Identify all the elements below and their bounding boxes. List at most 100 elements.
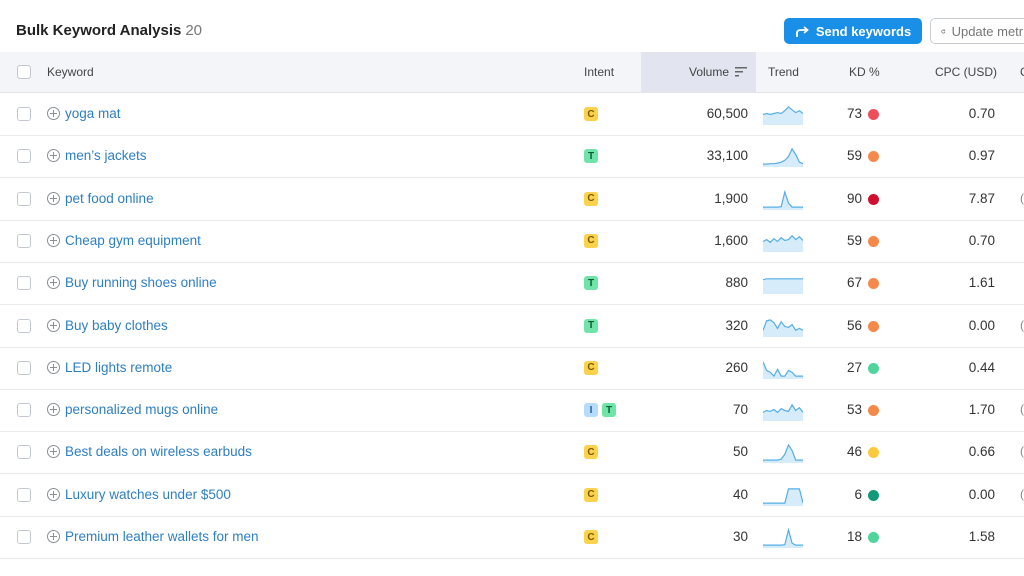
- add-plus-icon[interactable]: [47, 149, 60, 163]
- cpc-value: 0.00: [968, 486, 995, 502]
- volume-value: 50: [732, 444, 748, 460]
- select-all-checkbox[interactable]: [17, 65, 31, 79]
- intent-cell: C: [584, 107, 598, 121]
- table-row[interactable]: yoga mat C 60,500 73 0.70: [0, 93, 1024, 136]
- row-checkbox[interactable]: [17, 276, 31, 291]
- title-text: Bulk Keyword Analysis: [16, 22, 182, 39]
- keyword-link[interactable]: Luxury watches under $500: [65, 486, 231, 502]
- row-checkbox[interactable]: [17, 530, 31, 544]
- add-plus-icon[interactable]: [47, 403, 60, 417]
- kd-difficulty-dot: [868, 151, 879, 163]
- table-row[interactable]: Buy baby clothes T 320 56 0.00 (: [0, 305, 1024, 348]
- table-row[interactable]: LED lights remote C 260 27 0.44: [0, 347, 1024, 390]
- row-checkbox[interactable]: [17, 403, 31, 418]
- trend-line: [763, 527, 803, 546]
- refresh-icon: [941, 28, 946, 33]
- add-plus-icon[interactable]: [47, 360, 60, 374]
- keyword-link[interactable]: Buy running shoes online: [65, 275, 217, 291]
- table-row[interactable]: pet food online C 1,900 90 7.87 (: [0, 178, 1024, 221]
- keyword-link[interactable]: men’s jackets: [65, 148, 147, 164]
- keyword-link[interactable]: LED lights remote: [65, 359, 173, 375]
- trend-area: [763, 404, 803, 422]
- keyword-cell: men’s jackets: [47, 148, 147, 163]
- intent-badge: T: [602, 403, 616, 418]
- kd-difficulty-dot: [868, 362, 879, 374]
- table-row[interactable]: Best deals on wireless earbuds C 50 46 0.66 (: [0, 431, 1024, 475]
- add-plus-icon[interactable]: [47, 276, 60, 290]
- sort-descending-icon[interactable]: [735, 67, 747, 77]
- keyword-cell: yoga mat: [47, 106, 121, 121]
- intent-cell: T: [584, 276, 598, 291]
- keyword-link[interactable]: Buy baby clothes: [65, 317, 168, 333]
- send-keywords-button[interactable]: Send keywords: [784, 18, 922, 44]
- table-row[interactable]: Buy running shoes online T 880 67 1.61: [0, 262, 1024, 306]
- cpc-value: 0.44: [968, 359, 995, 375]
- keyword-cell: pet food online: [47, 191, 154, 206]
- row-checkbox[interactable]: [17, 149, 31, 164]
- trend-area: [763, 278, 803, 295]
- intent-cell: T: [584, 318, 598, 333]
- volume-value: 260: [725, 359, 748, 375]
- add-plus-icon[interactable]: [47, 191, 60, 205]
- row-checkbox[interactable]: [17, 445, 31, 460]
- kd-difficulty-dot: [868, 235, 879, 247]
- table-row[interactable]: Cheap gym equipment C 1,600 59 0.70: [0, 220, 1024, 263]
- keyword-link[interactable]: yoga mat: [65, 106, 121, 121]
- row-checkbox[interactable]: [17, 191, 31, 206]
- kd-difficulty-dot: [868, 193, 879, 205]
- row-checkbox[interactable]: [17, 318, 31, 333]
- next-column-value: (: [1020, 486, 1024, 501]
- add-plus-icon[interactable]: [47, 445, 60, 459]
- intent-badge: C: [584, 107, 598, 121]
- cpc-value: 7.87: [968, 190, 995, 206]
- keyword-link[interactable]: Best deals on wireless earbuds: [65, 444, 252, 460]
- keyword-link[interactable]: pet food online: [65, 190, 154, 206]
- keyword-count: 20: [185, 22, 203, 39]
- keyword-link[interactable]: personalized mugs online: [65, 402, 219, 418]
- kd-difficulty-dot: [868, 532, 879, 543]
- share-arrow-icon: [795, 25, 809, 37]
- table-row[interactable]: Premium leather wallets for men C 30 18 1.58: [0, 516, 1024, 559]
- volume-value: 70: [732, 402, 748, 418]
- keyword-link[interactable]: Cheap gym equipment: [65, 232, 201, 248]
- table-row[interactable]: Luxury watches under $500 C 40 6 0.00 (: [0, 474, 1024, 517]
- trend-area: [763, 106, 803, 125]
- row-checkbox[interactable]: [17, 233, 31, 248]
- intent-cell: C: [584, 445, 598, 460]
- col-trend[interactable]: Trend: [768, 65, 799, 79]
- keyword-cell: Buy baby clothes: [47, 318, 168, 333]
- trend-area: [763, 529, 803, 548]
- row-checkbox[interactable]: [17, 360, 31, 375]
- table-row[interactable]: personalized mugs online I T 70 53 1.70 (: [0, 389, 1024, 433]
- add-plus-icon[interactable]: [47, 487, 60, 501]
- kd-value: 27: [846, 359, 862, 375]
- kd-value: 18: [846, 529, 862, 544]
- col-intent[interactable]: Intent: [584, 65, 615, 79]
- add-plus-icon[interactable]: [47, 318, 60, 332]
- col-cpc[interactable]: CPC (USD): [935, 65, 997, 79]
- col-next[interactable]: C: [1020, 65, 1024, 79]
- kd-difficulty-dot: [868, 278, 879, 290]
- intent-cell: C: [584, 487, 598, 502]
- row-checkbox[interactable]: [17, 487, 31, 502]
- kd-difficulty-dot: [868, 447, 879, 459]
- col-kd[interactable]: KD %: [849, 65, 880, 79]
- kd-value: 56: [846, 317, 862, 333]
- intent-badge: C: [584, 191, 598, 206]
- row-checkbox[interactable]: [17, 107, 31, 121]
- add-plus-icon[interactable]: [47, 107, 60, 120]
- send-keywords-label: Send keywords: [815, 23, 912, 39]
- kd-value: 67: [846, 275, 862, 291]
- keyword-cell: LED lights remote: [47, 360, 172, 375]
- keyword-cell: Buy running shoes online: [47, 275, 217, 290]
- update-metrics-button[interactable]: Update metrics: [930, 18, 1024, 44]
- col-keyword[interactable]: Keyword: [47, 65, 94, 79]
- keyword-link[interactable]: Premium leather wallets for men: [65, 529, 259, 544]
- intent-badge: C: [584, 487, 598, 502]
- table-row[interactable]: men’s jackets T 33,100 59 0.97: [0, 135, 1024, 179]
- add-plus-icon[interactable]: [47, 233, 60, 247]
- trend-line: [763, 487, 803, 504]
- add-plus-icon[interactable]: [47, 530, 60, 543]
- page-title: Bulk Keyword Analysis 20: [16, 22, 202, 39]
- col-volume[interactable]: Volume: [689, 65, 730, 79]
